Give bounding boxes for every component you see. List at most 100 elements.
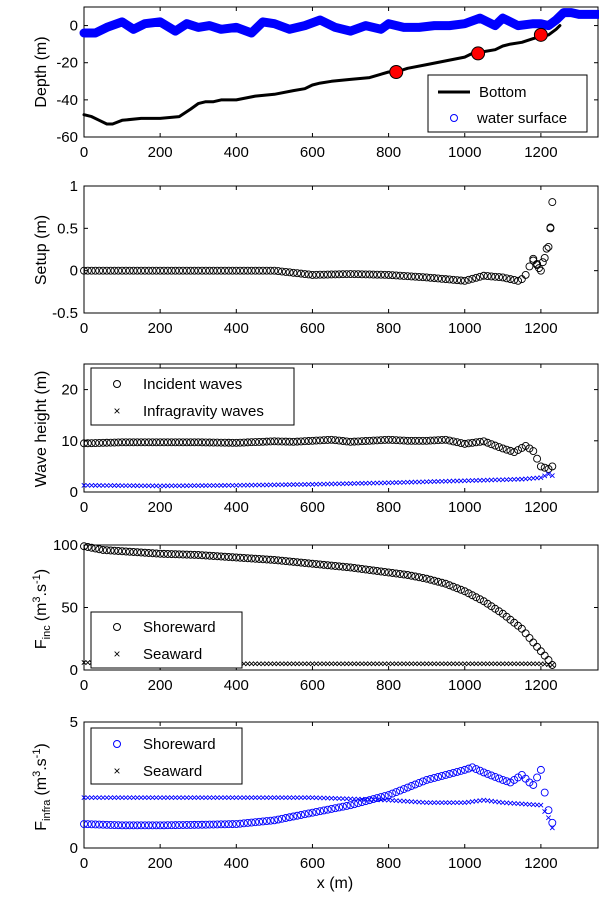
scatter-point [218,795,224,801]
scatter-point [380,270,389,279]
scatter-point [228,553,237,562]
scatter-point [133,266,142,275]
scatter-point [397,661,403,667]
scatter-point [156,549,165,558]
scatter-point [415,573,424,582]
scatter-point [99,820,107,829]
scatter-point [443,661,449,667]
scatter-point [435,800,441,806]
scatter-point [290,795,296,801]
scatter-point [111,795,117,801]
scatter-point [351,796,357,802]
scatter-point [456,766,465,775]
scatter-point [407,436,416,445]
scatter-point [140,266,149,275]
scatter-point [355,661,361,667]
scatter-point [327,804,336,813]
scatter-point [443,800,449,806]
scatter-point [262,437,271,446]
scatter-point [198,551,206,560]
scatter-point [293,437,302,446]
scatter-point [251,818,260,827]
scatter-point [312,808,321,816]
scatter-point [439,800,445,806]
scatter-point [304,809,313,818]
scatter-point [357,437,366,446]
scatter-point [96,795,102,801]
scatter-point [443,478,449,484]
scatter-point [85,795,91,801]
scatter-point [473,661,479,667]
scatter-point [138,795,144,801]
scatter-point [213,438,222,447]
scatter-point [392,569,401,578]
x-tick-label: 200 [148,144,173,161]
scatter-point [268,482,274,488]
y-tick-label: 0 [70,484,78,501]
scatter-point [365,436,374,445]
x-tick-label: 1200 [524,677,557,694]
scatter-point [435,661,441,667]
x-tick-label: 400 [224,499,249,516]
scatter-point [529,781,538,789]
scatter-point [336,481,342,487]
scatter-point [549,825,555,831]
scatter-point [279,661,285,667]
red-point [389,65,404,79]
scatter-point [325,661,331,667]
scatter-point [264,482,270,488]
scatter-point [456,439,465,448]
legend-swatch-seaward-inc: × [113,647,120,661]
scatter-point [279,482,285,488]
scatter-point [214,482,220,488]
scatter-point [450,800,456,806]
scatter-point [262,266,271,275]
scatter-point [308,559,317,568]
scatter-point [529,638,538,647]
scatter-point [434,772,443,781]
scatter-point [359,661,365,667]
scatter-point [144,821,153,830]
scatter-point [140,821,149,830]
scatter-point [424,800,430,806]
scatter-point [256,482,262,488]
scatter-point [194,551,203,559]
x-tick-label: 800 [376,677,401,694]
series-1-1 [529,198,557,273]
scatter-point [171,821,180,830]
x-tick-label: 200 [148,320,173,337]
scatter-point [210,795,216,801]
scatter-point [344,481,350,487]
scatter-point [378,480,384,486]
scatter-point [123,483,129,489]
scatter-point [396,570,404,578]
scatter-point [163,550,172,558]
y-tick-label: -60 [56,129,78,146]
scatter-point [420,479,426,485]
scatter-point [148,549,157,558]
scatter-point [191,483,197,489]
scatter-point [194,266,203,275]
scatter-point [298,661,304,667]
scatter-point [426,575,435,584]
scatter-point [544,243,553,251]
scatter-point [454,661,460,667]
legend-label-infragravity: Infragravity waves [143,403,264,420]
scatter-point [363,796,369,802]
scatter-point [523,661,529,667]
scatter-point [462,661,468,667]
scatter-point [361,797,370,806]
scatter-point [460,765,469,774]
scatter-point [264,661,270,667]
scatter-point [370,480,376,486]
scatter-point [350,270,359,279]
scatter-point [180,483,186,489]
scatter-point [134,483,140,489]
scatter-point [114,438,123,447]
scatter-point [233,795,239,801]
scatter-point [114,821,123,830]
scatter-point [146,795,152,801]
scatter-point [87,543,96,552]
series-1-0 [80,224,555,285]
scatter-point [247,266,256,275]
